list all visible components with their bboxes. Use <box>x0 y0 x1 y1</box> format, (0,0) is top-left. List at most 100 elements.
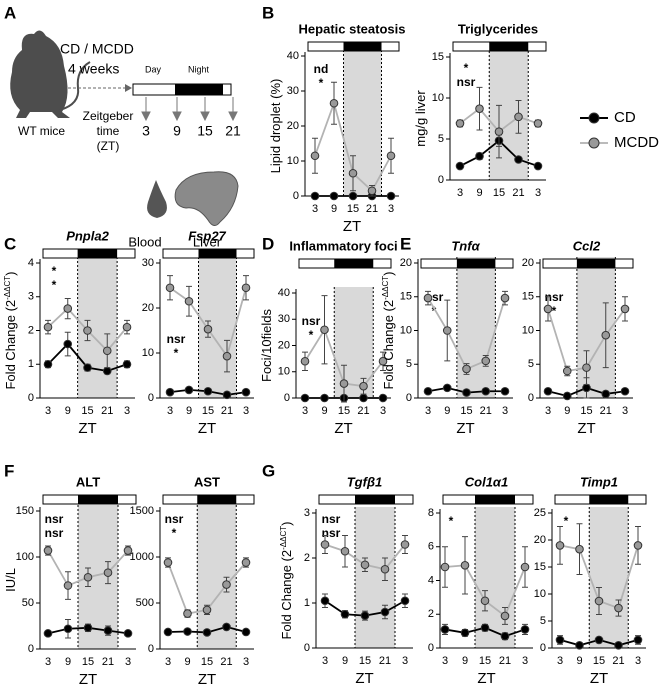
x-tick-label: 3 <box>124 405 130 417</box>
marker <box>123 629 133 638</box>
marker <box>348 191 358 201</box>
marker <box>359 393 368 403</box>
marker <box>83 363 92 372</box>
marker <box>203 386 213 396</box>
x-tick-label: 3 <box>243 405 249 417</box>
y-tick-label: 20 <box>287 120 299 132</box>
x-tick-label: 3 <box>425 405 431 417</box>
blood-label: Blood <box>128 234 161 249</box>
marker <box>300 393 310 403</box>
chart-title: AST <box>194 474 220 489</box>
y-tick-label: 1 <box>304 597 310 609</box>
legend-label: MCDD <box>614 134 659 151</box>
y-tick-label: 0 <box>148 643 154 655</box>
annotation: * <box>52 264 57 278</box>
x-axis-label: ZT <box>334 420 352 437</box>
annotation: nd <box>314 62 329 76</box>
annotation: * <box>432 304 437 318</box>
marker <box>582 383 591 393</box>
panel-label: G <box>262 461 275 480</box>
liver-label: Liver <box>193 234 222 249</box>
annotation: * <box>319 76 324 90</box>
animal: WT mice <box>18 124 65 138</box>
y-axis-label-part: mg/g liver <box>413 90 428 147</box>
x-tick-label: 21 <box>499 655 511 667</box>
annotation: nsr <box>45 526 64 540</box>
marker <box>380 564 390 574</box>
mouse-icon <box>10 30 70 119</box>
treatment: CD / MCDD <box>60 41 134 57</box>
marker <box>442 326 452 335</box>
marker <box>43 546 53 555</box>
y-axis-label: IU/L <box>3 568 18 592</box>
marker <box>340 546 350 556</box>
marker <box>339 379 349 388</box>
y-tick-label: 20 <box>534 534 546 546</box>
y-tick-label: 0 <box>148 392 154 404</box>
y-tick-label: 40 <box>287 50 299 62</box>
marker <box>520 625 530 634</box>
zt-label: (ZT) <box>97 139 120 153</box>
chart-title: Pnpla2 <box>66 228 109 243</box>
marker <box>614 641 623 650</box>
marker <box>310 191 320 201</box>
marker <box>601 389 611 399</box>
y-tick-label: 0 <box>406 392 412 404</box>
liver-icon <box>174 171 239 226</box>
panel-a: CD / MCDD 4 weeks WT mice Day Night Zeit… <box>10 30 241 249</box>
marker <box>633 541 643 550</box>
y-axis-label: Fold Change (2-ΔΔCT) <box>3 272 19 390</box>
marker <box>455 161 465 171</box>
x-axis-label: ZT <box>355 670 373 684</box>
marker <box>183 627 192 636</box>
marker <box>202 605 212 615</box>
marker <box>320 393 329 403</box>
marker <box>614 603 623 613</box>
x-tick-label: 9 <box>65 656 71 668</box>
zt-time: 3 <box>142 123 150 139</box>
marker <box>386 191 396 201</box>
marker <box>500 293 510 303</box>
panel-label: C <box>4 234 16 253</box>
x-tick-label: 9 <box>342 655 348 667</box>
annotation: nsr <box>322 512 341 526</box>
marker <box>320 596 330 606</box>
marker <box>163 558 173 567</box>
x-tick-label: 3 <box>45 656 51 668</box>
x-tick-label: 3 <box>545 405 551 417</box>
marker <box>400 540 410 549</box>
x-axis-label: ZT <box>198 671 216 684</box>
x-tick-label: 3 <box>442 655 448 667</box>
annotation: nsr <box>167 332 186 346</box>
night-bar <box>77 249 118 258</box>
marker <box>102 366 112 376</box>
chart-title: Fsp27 <box>188 228 226 243</box>
y-tick-label: 0 <box>28 643 34 655</box>
marker <box>63 339 73 349</box>
chart-title: Timp1 <box>580 474 618 489</box>
marker <box>165 387 175 397</box>
y-tick-label: 15 <box>534 561 546 573</box>
x-tick-label: 3 <box>322 655 328 667</box>
x-tick-label: 15 <box>593 655 605 667</box>
marker <box>500 386 510 396</box>
marker <box>122 359 132 369</box>
x-tick-label: 15 <box>493 187 505 199</box>
marker <box>222 580 231 589</box>
marker <box>329 98 339 108</box>
marker <box>555 541 565 550</box>
y-tick-label: 10 <box>432 92 444 104</box>
x-tick-label: 3 <box>167 405 173 417</box>
marker <box>380 607 390 617</box>
marker <box>481 356 491 366</box>
y-tick-label: 40 <box>278 287 290 299</box>
marker <box>183 609 192 618</box>
x-tick-label: 3 <box>243 656 249 668</box>
y-tick-label: 2 <box>304 552 310 564</box>
night-bar <box>576 259 616 268</box>
x-tick-label: 15 <box>338 405 350 417</box>
annotation: nsr <box>322 526 341 540</box>
annotation: * <box>52 278 57 292</box>
marker <box>594 596 604 606</box>
x-axis-label: ZT <box>198 420 216 437</box>
